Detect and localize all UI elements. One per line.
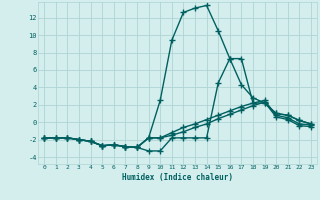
X-axis label: Humidex (Indice chaleur): Humidex (Indice chaleur) [122,173,233,182]
